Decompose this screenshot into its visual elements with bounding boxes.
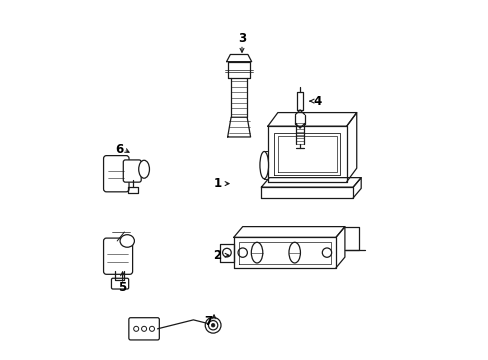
FancyBboxPatch shape [123, 160, 141, 182]
FancyBboxPatch shape [111, 278, 128, 289]
Ellipse shape [260, 152, 268, 179]
Text: 6: 6 [115, 143, 123, 156]
FancyBboxPatch shape [103, 156, 129, 192]
Circle shape [149, 326, 154, 331]
Ellipse shape [251, 242, 262, 263]
Ellipse shape [288, 242, 300, 263]
Text: 2: 2 [213, 249, 221, 262]
Circle shape [205, 318, 221, 333]
Circle shape [211, 323, 214, 327]
Circle shape [133, 326, 139, 331]
FancyBboxPatch shape [103, 238, 132, 274]
Circle shape [238, 248, 247, 257]
Text: 4: 4 [313, 95, 322, 108]
Ellipse shape [139, 160, 149, 178]
Text: 7: 7 [204, 315, 212, 328]
Text: 1: 1 [213, 177, 221, 190]
Circle shape [322, 248, 331, 257]
Text: 3: 3 [238, 32, 245, 45]
Circle shape [208, 320, 217, 330]
FancyBboxPatch shape [128, 318, 159, 340]
Circle shape [222, 248, 231, 257]
Circle shape [142, 326, 146, 331]
Text: 5: 5 [118, 281, 126, 294]
Ellipse shape [120, 235, 134, 247]
